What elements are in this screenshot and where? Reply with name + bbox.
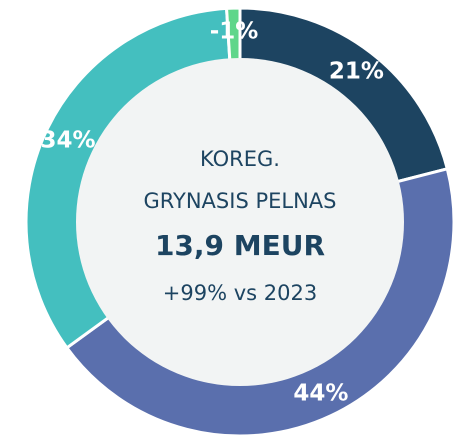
slice-label: 34% (41, 128, 96, 154)
center-value: 13,9 MEUR (155, 229, 325, 262)
slice-label: -1% (210, 19, 259, 45)
slice-label: 21% (329, 58, 384, 84)
donut-hole (76, 58, 404, 386)
center-note: +99% vs 2023 (163, 281, 317, 305)
slice-label: 44% (293, 380, 348, 406)
center-subtitle: GRYNASIS PELNAS (144, 189, 337, 213)
center-title: KOREG. (200, 147, 280, 171)
